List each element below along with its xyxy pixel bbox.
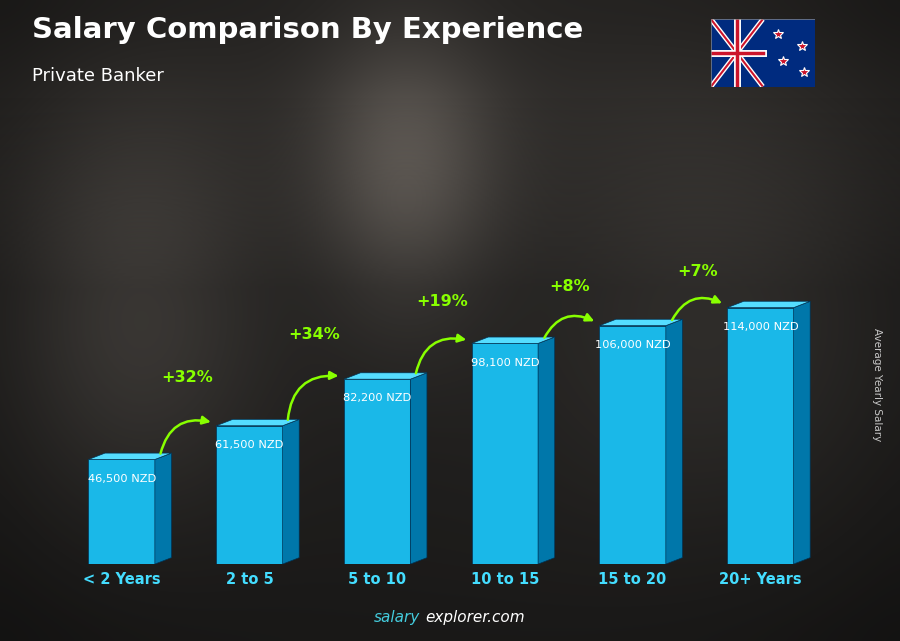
Polygon shape	[88, 453, 172, 460]
Polygon shape	[216, 419, 299, 426]
Text: 98,100 NZD: 98,100 NZD	[471, 358, 539, 367]
Polygon shape	[472, 337, 554, 344]
Text: +8%: +8%	[550, 279, 590, 294]
Polygon shape	[666, 319, 682, 564]
Polygon shape	[216, 426, 283, 564]
Text: +7%: +7%	[678, 265, 718, 279]
Text: 61,500 NZD: 61,500 NZD	[215, 440, 284, 450]
Polygon shape	[88, 460, 155, 564]
Polygon shape	[599, 319, 682, 326]
Polygon shape	[155, 453, 172, 564]
Polygon shape	[344, 373, 427, 379]
Polygon shape	[599, 326, 666, 564]
Polygon shape	[410, 373, 427, 564]
Text: +32%: +32%	[161, 370, 212, 385]
Text: +19%: +19%	[417, 294, 468, 309]
Polygon shape	[727, 308, 794, 564]
Text: explorer.com: explorer.com	[425, 610, 525, 625]
Text: Salary Comparison By Experience: Salary Comparison By Experience	[32, 16, 583, 44]
Polygon shape	[283, 419, 299, 564]
Polygon shape	[538, 337, 554, 564]
Text: 114,000 NZD: 114,000 NZD	[723, 322, 798, 332]
Text: 82,200 NZD: 82,200 NZD	[343, 394, 411, 403]
Text: Average Yearly Salary: Average Yearly Salary	[872, 328, 883, 441]
Polygon shape	[344, 379, 410, 564]
Text: Private Banker: Private Banker	[32, 67, 164, 85]
Text: salary: salary	[374, 610, 419, 625]
Text: +34%: +34%	[289, 327, 340, 342]
Polygon shape	[727, 301, 810, 308]
Polygon shape	[472, 344, 538, 564]
Polygon shape	[794, 301, 810, 564]
Text: 46,500 NZD: 46,500 NZD	[87, 474, 156, 483]
Text: 106,000 NZD: 106,000 NZD	[595, 340, 670, 350]
Polygon shape	[711, 19, 814, 87]
